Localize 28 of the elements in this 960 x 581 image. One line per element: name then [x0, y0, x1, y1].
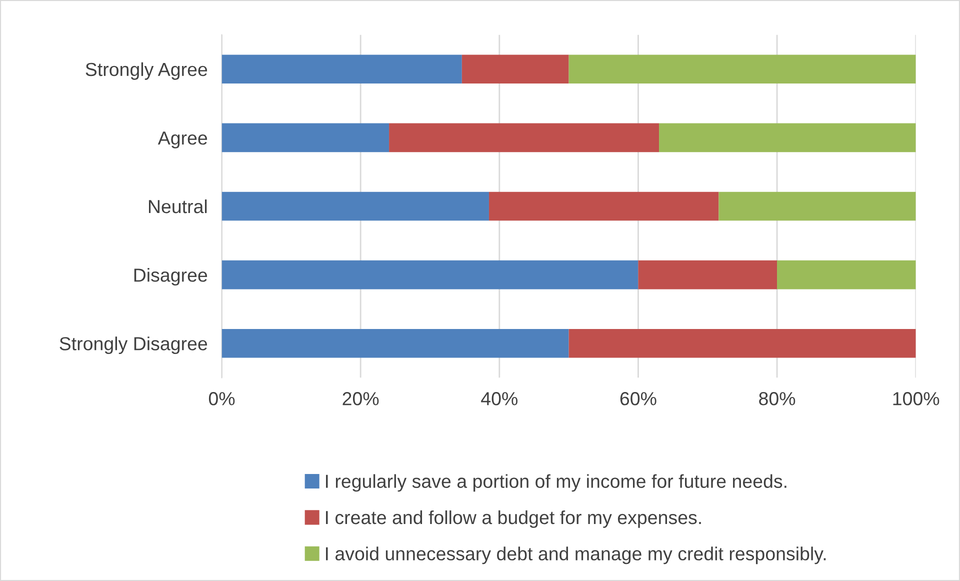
- bar: [222, 328, 569, 358]
- legend-label: I create and follow a budget for my expenses.: [326, 510, 701, 528]
- bar: [222, 260, 638, 290]
- x-tick-label: 60%: [620, 392, 656, 406]
- y-tick-label: Disagree: [134, 268, 208, 286]
- bar: [638, 260, 778, 290]
- bar: [777, 260, 916, 290]
- x-tick-label: 100%: [893, 392, 940, 406]
- bar: [568, 54, 916, 84]
- x-tick-label: 20%: [342, 392, 379, 406]
- bar: [222, 54, 462, 84]
- bar: [389, 123, 660, 152]
- y-tick-label: Strongly Agree: [86, 62, 208, 80]
- bar: [659, 123, 916, 152]
- x-tick-label: 80%: [759, 392, 796, 406]
- bar: [568, 328, 916, 358]
- legend-label: I regularly save a portion of my income for future needs.: [326, 474, 786, 492]
- x-tick-label: 0%: [208, 392, 235, 406]
- bar: [718, 192, 916, 221]
- bar: [222, 123, 390, 152]
- bar: [462, 54, 569, 84]
- y-tick-label: Neutral: [148, 199, 207, 214]
- y-tick-label: Agree: [158, 132, 208, 148]
- bar: [222, 192, 489, 221]
- legend-label: I avoid unnecessary debt and manage my credit responsibly.: [326, 546, 826, 564]
- x-tick-label: 40%: [481, 392, 518, 406]
- bar: [488, 192, 719, 221]
- y-tick-label: Strongly Disagree: [60, 336, 208, 354]
